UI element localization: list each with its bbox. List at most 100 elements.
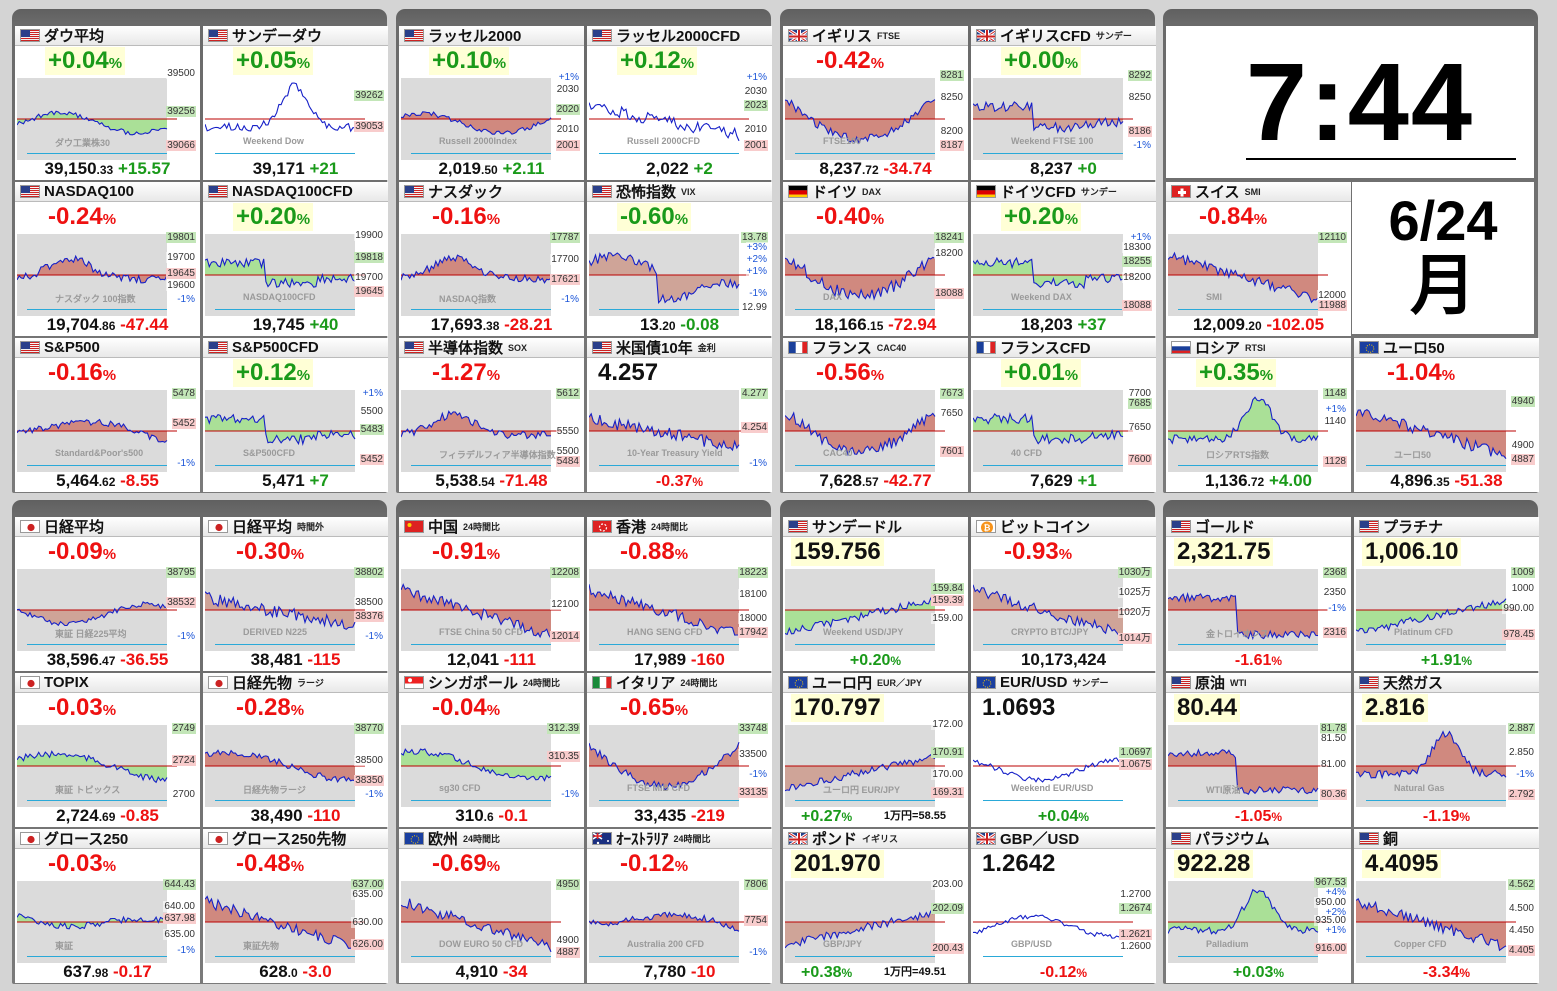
market-tile[interactable]: 香港 24時間比 HANG SENG CFD 18223 18100 18000 1794… [587,517,772,671]
sparkline-chart [589,569,749,651]
market-tile[interactable]: スイス SMI SMI 12110 12000 11988 -0.84% 12,009.20… [1166,182,1351,336]
tile-header: グロース250先物 [203,829,388,849]
axis-tick-label: -1% [176,945,196,956]
price-and-change: 38,490 -110 [203,806,388,826]
market-tile[interactable]: ナスダック NASDAQ指数 17787 17700 17621 -1% -0.16% 17… [399,182,584,336]
axis-tick-label: 2001 [743,140,768,151]
change-value: -102.05 [1266,315,1325,334]
market-tile[interactable]: 半導体指数 SOX フィラデルフィア半導体指数 5612 5550 5500 5484 -1… [399,338,584,492]
market-tile[interactable]: ₿ ビットコイン CRYPTO BTC/JPY 1030万 1025万 1020万 101… [971,517,1156,671]
axis-tick-label: 4887 [1510,454,1535,465]
market-tile[interactable]: パラジウム Palladium 967.53 +4% 950.00 +2% 935.00 +… [1166,829,1351,983]
market-tile[interactable]: ダウ平均 ダウ工業株30 39500 39256 39066 +0.04% 39,150.… [15,26,200,180]
change-percent: -0.93% [1001,538,1075,566]
market-tile[interactable]: GBP／USD GBP/USD 1.2700 1.2674 1.2621 1.2600 1… [971,829,1156,983]
market-tile[interactable]: ドイツCFD サンデー Weekend DAX +1% 18300 18255 18200… [971,182,1156,336]
market-tile[interactable]: S&P500 Standard&Poor's500 5478 5452 -1% -0.1… [15,338,200,492]
sparkline-chart [785,725,945,807]
market-tile[interactable]: 米国債10年 金利 10-Year Treasury Yield 4.277 4.25… [587,338,772,492]
market-tile[interactable]: フランス CAC40 CAC40 7673 7650 7601 -0.56% 7,628.5… [783,338,968,492]
market-tile[interactable]: サンデーダウ Weekend Dow 39262 39053 +0.05% 39,171… [203,26,388,180]
tile-header: ユーロ円 EUR／JPY [783,673,968,693]
price-decimal: .86 [98,319,116,333]
percent-sign: % [1271,654,1283,668]
axis-tick-label: 39066 [166,140,196,151]
market-tile[interactable]: ゴールド 金トロイオンス 2368 2350 -1% 2316 2,321.75 -1.61… [1166,517,1351,671]
market-tile[interactable]: グロース250 東証 644.43 640.00 637.98 635.00 -1% -0.… [15,829,200,983]
change-percent: -0.84% [1196,203,1270,231]
sg-flag-icon [404,676,424,689]
us-flag-icon [1359,832,1379,845]
axis-tick-label: 5484 [555,456,580,467]
change-percent: -0.09% [45,538,119,566]
change-percent-value: +0.20 [236,203,297,230]
market-tile[interactable]: グロース250先物 東証先物 637.00 635.00 630.00 626.00 -0… [203,829,388,983]
percent-sign: % [486,211,501,228]
price-and-change: 39,150.33 +15.57 [15,159,200,179]
change-percent-value: -0.60 [620,203,675,230]
tile-name: プラチナ [1383,519,1444,536]
change-percent: -0.04% [429,694,503,722]
sparkline-chart [17,390,177,472]
market-tile[interactable]: ロシア RTSI ロシアRTS指数 1148 +1% 1140 1128 +0.35% 1,1… [1166,338,1351,492]
market-tile[interactable]: サンデードル Weekend USD/JPY 159.84 159.39 159.00… [783,517,968,671]
market-tile[interactable]: イタリア 24時間比 FTSE MIB CFD 33748 33500 -1% 33135… [587,673,772,827]
price-value: 4,896 [1390,471,1433,490]
market-tile[interactable]: 日経平均 時間外 DERIVED N225 38802 38500 38376 -1% -0… [203,517,388,671]
market-tile[interactable]: 銅 Copper CFD 4.562 4.500 4.450 4.405 4.4095 -3… [1354,829,1539,983]
market-tile[interactable]: イギリスCFD サンデー Weekend FTSE 100 8292 8250 8186… [971,26,1156,180]
sparkline-chart [17,78,177,160]
market-tile[interactable]: NASDAQ100 ナスダック 100指数 19801 19700 19645 1960… [15,182,200,336]
market-tile[interactable]: 原油 WTI WTI原油 81.78 81.50 81.00 80.36 80.44 -1.0… [1166,673,1351,827]
market-tile[interactable]: ユーロ円 EUR／JPY ユーロ円 EUR/JPY 172.00 170.91 170.… [783,673,968,827]
market-tile[interactable]: イギリス FTSE FTSE100 8281 8250 8200 8187 -0.42% 8,… [783,26,968,180]
market-tile[interactable]: フランスCFD 40 CFD 7700 7685 7650 7600 +0.01% 7,62… [971,338,1156,492]
market-tile[interactable]: S&P500CFD S&P500CFD +1% 5500 5483 5452 +0.12%… [203,338,388,492]
percent-sign: % [1271,810,1283,824]
change-value: -47.44 [120,315,169,334]
sparkline-chart [205,881,365,963]
percent-sign: % [1459,810,1471,824]
market-tile[interactable]: ｵｰｽﾄﾗﾘｱ 24時間比 Australia 200 CFD 7806 7754 -1… [587,829,772,983]
axis-tick-label: 7650 [1127,422,1152,433]
axis-tick-label: +1% [557,72,580,83]
market-tile[interactable]: シンガポール 24時間比 sg30 CFD 312.39 310.35 -1% -0.04… [399,673,584,827]
axis-tick-label: -1% [748,769,768,780]
market-tile[interactable]: NASDAQ100CFD NASDAQ100CFD 19900 19818 19700… [203,182,388,336]
chart-watermark: NASDAQ指数 [439,294,497,304]
market-tile[interactable]: 欧州 24時間比 DOW EURO 50 CFD 4950 4900 4887 -0.69… [399,829,584,983]
chart-watermark: FTSE MIB CFD [627,783,690,793]
market-tile[interactable]: プラチナ Platinum CFD 1009 1000 990.00 978.45 1,0… [1354,517,1539,671]
change-percent-value: -0.40 [816,203,871,230]
sparkline-chart [1356,725,1516,807]
market-tile[interactable]: 天然ガス Natural Gas 2.887 2.850 -1% 2.792 2.816 -… [1354,673,1539,827]
axis-tick-label: 17621 [550,274,580,285]
change-value: +37 [1077,315,1107,334]
market-tile[interactable]: ラッセル2000CFD Russell 2000CFD +1% 2030 2023 20… [587,26,772,180]
tile-name: 中国 [428,519,459,536]
current-price-value: 4.4095 [1365,850,1439,877]
price-decimal: .35 [1432,475,1450,489]
axis-tick-label: 38500 [354,597,384,608]
market-tile[interactable]: EUR/USD サンデー Weekend EUR/USD 1.0697 1.0675 1… [971,673,1156,827]
market-tile[interactable]: ラッセル2000 Russell 2000Index +1% 2030 2020 201… [399,26,584,180]
market-tile[interactable]: ポンド イギリス GBP/JPY 203.00 202.09 200.43 201.970… [783,829,968,983]
market-tile[interactable]: 日経先物 ラージ 日経先物ラージ 38770 38500 38350 -1% -0.28% 3… [203,673,388,827]
market-tile[interactable]: TOPIX 東証 トピックス 2749 2724 2700 -0.03% 2,724.69… [15,673,200,827]
percent-sign: % [870,55,885,72]
change-percent: -1.19% [1354,808,1539,826]
market-tile[interactable]: 日経平均 東証 日経225平均 38795 38532 -1% -0.09% 38,596… [15,517,200,671]
market-tile[interactable]: 恐怖指数 VIX 13.78 +3% +2% +1% -1% 12.99 -0.60% 13.2… [587,182,772,336]
tile-subname: サンデー [1072,678,1109,688]
market-tile[interactable]: 中国 24時間比 FTSE China 50 CFD 12208 12100 12014… [399,517,584,671]
axis-tick-label: -1% [1515,769,1535,780]
price-value: 2,022 [646,159,689,178]
market-tile[interactable]: ユーロ50 ユーロ50 4940 4900 4887 -1.04% 4,896.35 -5… [1354,338,1539,492]
sparkline-chart [401,725,561,807]
price-and-change: 19,704.86 -47.44 [15,315,200,335]
market-tile[interactable]: ドイツ DAX DAX 18241 18200 18088 -0.40% 18,166.15… [783,182,968,336]
change-percent-value: -0.84 [1199,203,1254,230]
price-and-change: 7,628.57 -42.77 [783,471,968,491]
axis-tick-label: 2700 [171,789,196,800]
axis-tick-label: 39262 [354,90,384,101]
